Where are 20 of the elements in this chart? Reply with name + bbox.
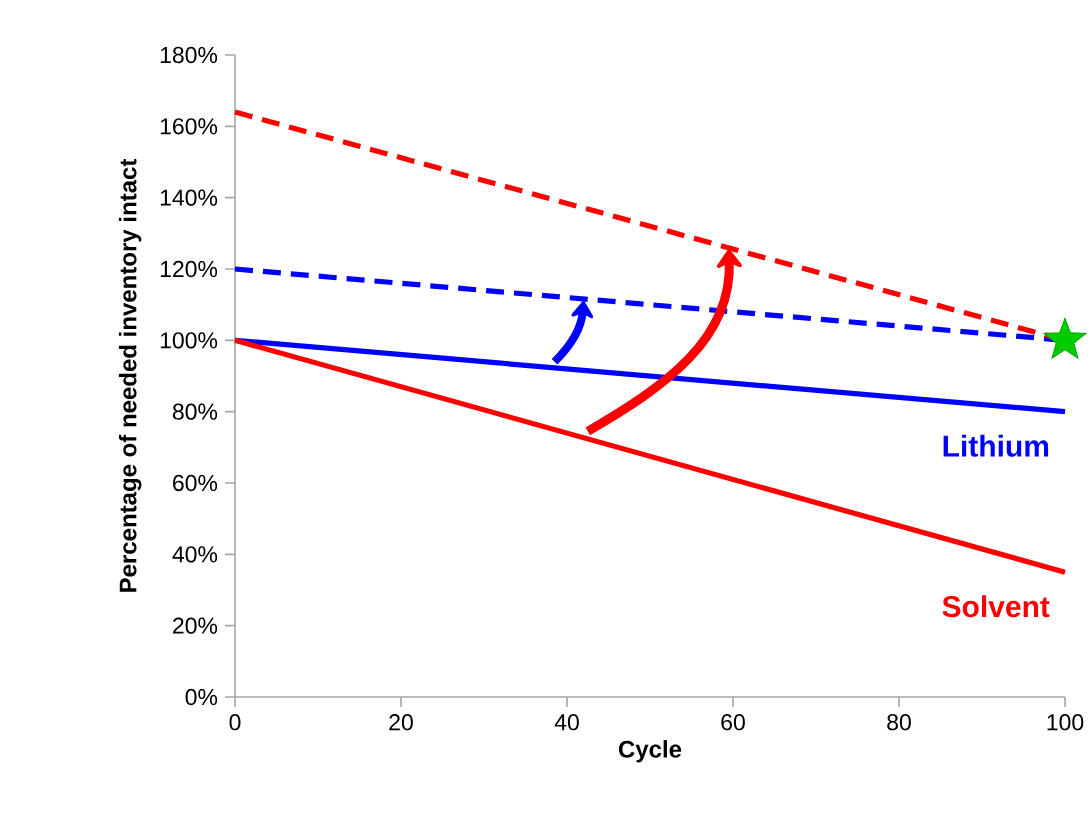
y-tick-label: 100% [160, 332, 218, 349]
y-tick-label: 120% [160, 260, 218, 278]
x-tick-label: 80 [887, 714, 911, 731]
x-tick-label: 100 [1047, 714, 1084, 731]
x-tick-label: 20 [389, 714, 413, 731]
y-tick-label: 80% [172, 403, 218, 420]
y-tick-label: 60% [173, 474, 218, 492]
y-tick-label: 20% [173, 617, 218, 634]
y-tick-label: 140% [160, 189, 218, 206]
y-tick-label: 0% [185, 688, 218, 706]
y-axis-title: Percentage of needed inventory intact [118, 158, 142, 592]
series-label: Lithium [943, 434, 1049, 457]
x-axis-title: Cycle [618, 740, 682, 763]
y-tick-label: 160% [160, 118, 218, 135]
x-tick-label: 40 [554, 714, 579, 731]
x-tick-label: 60 [721, 714, 745, 731]
series-label: Solvent [942, 595, 1050, 618]
y-tick-label: 180% [160, 46, 218, 64]
y-tick-label: 40% [172, 546, 218, 563]
x-tick-label: 0 [229, 714, 241, 731]
